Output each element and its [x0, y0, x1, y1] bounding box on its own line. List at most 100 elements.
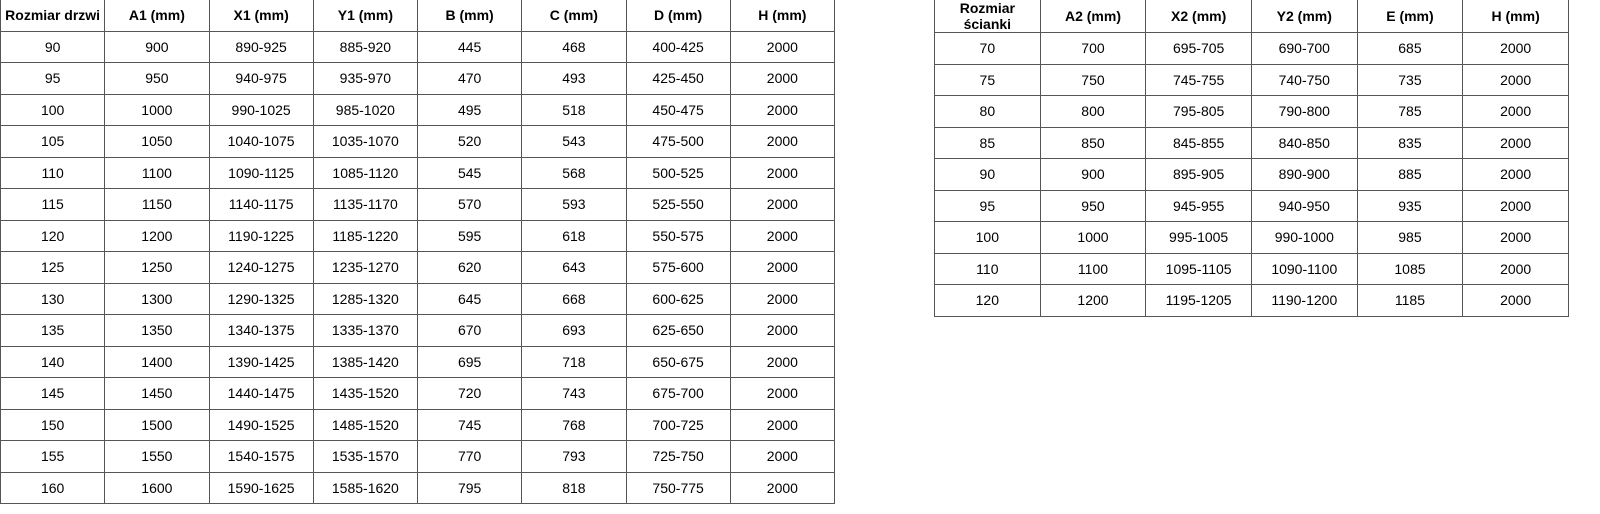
- table-row: 95 950 945-955 940-950 935 2000: [934, 189, 1569, 222]
- table-cell: 600-625: [625, 282, 731, 315]
- table-cell: 1535-1570: [312, 440, 419, 473]
- table-cell: 1200: [1039, 284, 1147, 317]
- table-cell: 2000: [729, 345, 836, 378]
- table-cell: 695: [416, 345, 523, 378]
- table-row: 120 1200 1190-1225 1185-1220 595 618 550-575 20…: [0, 219, 836, 252]
- table-row: 90 900 895-905 890-900 885 2000: [934, 158, 1569, 191]
- table-cell: 470: [416, 62, 523, 95]
- table-cell: 725-750: [625, 440, 731, 473]
- table-cell: 1400: [104, 345, 210, 378]
- table-cell: 110: [934, 252, 1041, 285]
- table-cell: 1385-1420: [312, 345, 419, 378]
- column-header: C (mm): [521, 0, 627, 32]
- table-cell: 1600: [104, 471, 210, 504]
- table-cell: 425-450: [625, 62, 731, 95]
- table-cell: 768: [521, 408, 627, 441]
- table-cell: 1050: [104, 125, 210, 158]
- table-row: 120 1200 1195-1205 1190-1200 1185 2000: [934, 284, 1569, 317]
- table-cell: 890-925: [208, 30, 314, 63]
- table-cell: 1435-1520: [312, 377, 419, 410]
- column-header: H (mm): [1462, 0, 1569, 33]
- table-cell: 2000: [729, 251, 836, 284]
- table-cell: 100: [0, 93, 106, 126]
- table-cell: 1500: [104, 408, 210, 441]
- table-cell: 1190-1200: [1250, 284, 1358, 317]
- table-cell: 695-705: [1145, 32, 1252, 65]
- table-cell: 545: [416, 156, 523, 189]
- table-cell: 750-775: [625, 471, 731, 504]
- table-cell: 2000: [1462, 284, 1569, 317]
- table-row: 130 1300 1290-1325 1285-1320 645 668 600-625 20…: [0, 282, 836, 315]
- table-cell: 940-975: [208, 62, 314, 95]
- table-cell: 1450: [104, 377, 210, 410]
- table-cell: 445: [416, 30, 523, 63]
- table-cell: 2000: [1462, 158, 1569, 191]
- table-cell: 2000: [1462, 252, 1569, 285]
- table-cell: 793: [521, 440, 627, 473]
- table-cell: 2000: [1462, 95, 1569, 128]
- table-row: 105 1050 1040-1075 1035-1070 520 543 475-500 20…: [0, 125, 836, 158]
- table-cell: 85: [934, 126, 1041, 159]
- table-cell: 2000: [729, 219, 836, 252]
- table-row: 75 750 745-755 740-750 735 2000: [934, 63, 1569, 96]
- column-header: Rozmiar drzwi: [0, 0, 106, 32]
- table-cell: 735: [1356, 63, 1464, 96]
- table-cell: 2000: [729, 125, 836, 158]
- table-cell: 1350: [104, 314, 210, 347]
- table-cell: 625-650: [625, 314, 731, 347]
- table-row: 125 1250 1240-1275 1235-1270 620 643 575-600 20…: [0, 251, 836, 284]
- table-cell: 495: [416, 93, 523, 126]
- table-cell: 125: [0, 251, 106, 284]
- table-cell: 1195-1205: [1145, 284, 1252, 317]
- column-header: X1 (mm): [208, 0, 314, 32]
- header-row: Rozmiar drzwi A1 (mm) X1 (mm) Y1 (mm) B (mm)…: [0, 0, 836, 32]
- table-cell: 1150: [104, 188, 210, 221]
- table-cell: 650-675: [625, 345, 731, 378]
- table-cell: 645: [416, 282, 523, 315]
- column-header: Y2 (mm): [1250, 0, 1358, 33]
- table-cell: 2000: [729, 314, 836, 347]
- table-cell: 675-700: [625, 377, 731, 410]
- table-cell: 2000: [729, 62, 836, 95]
- table-cell: 500-525: [625, 156, 731, 189]
- table-cell: 1000: [1039, 221, 1147, 254]
- table-cell: 1240-1275: [208, 251, 314, 284]
- table-cell: 2000: [1462, 189, 1569, 222]
- table-cell: 1440-1475: [208, 377, 314, 410]
- table-cell: 668: [521, 282, 627, 315]
- table-row: 95 950 940-975 935-970 470 493 425-450 2000: [0, 62, 836, 95]
- table-cell: 985: [1356, 221, 1464, 254]
- table-cell: 1185-1220: [312, 219, 419, 252]
- table-cell: 720: [416, 377, 523, 410]
- table-cell: 120: [0, 219, 106, 252]
- table-cell: 818: [521, 471, 627, 504]
- table-cell: 1035-1070: [312, 125, 419, 158]
- table-cell: 2000: [1462, 32, 1569, 65]
- table-cell: 740-750: [1250, 63, 1358, 96]
- column-header: A2 (mm): [1039, 0, 1147, 33]
- table-cell: 1235-1270: [312, 251, 419, 284]
- table-cell: 840-850: [1250, 126, 1358, 159]
- table-cell: 135: [0, 314, 106, 347]
- table-row: 110 1100 1095-1105 1090-1100 1085 2000: [934, 252, 1569, 285]
- table-cell: 1290-1325: [208, 282, 314, 315]
- table-cell: 718: [521, 345, 627, 378]
- column-header: D (mm): [625, 0, 731, 32]
- table-cell: 1090-1100: [1250, 252, 1358, 285]
- table-cell: 1490-1525: [208, 408, 314, 441]
- table-cell: 785: [1356, 95, 1464, 128]
- table-cell: 620: [416, 251, 523, 284]
- table-cell: 935-970: [312, 62, 419, 95]
- table-cell: 550-575: [625, 219, 731, 252]
- table-cell: 120: [934, 284, 1041, 317]
- table-row: 110 1100 1090-1125 1085-1120 545 568 500-525 20…: [0, 156, 836, 189]
- table-cell: 450-475: [625, 93, 731, 126]
- table-cell: 800: [1039, 95, 1147, 128]
- table-cell: 685: [1356, 32, 1464, 65]
- table-cell: 80: [934, 95, 1041, 128]
- table-row: 115 1150 1140-1175 1135-1170 570 593 525-550 20…: [0, 188, 836, 221]
- table-cell: 835: [1356, 126, 1464, 159]
- table-cell: 1095-1105: [1145, 252, 1252, 285]
- table-cell: 1335-1370: [312, 314, 419, 347]
- table-cell: 1250: [104, 251, 210, 284]
